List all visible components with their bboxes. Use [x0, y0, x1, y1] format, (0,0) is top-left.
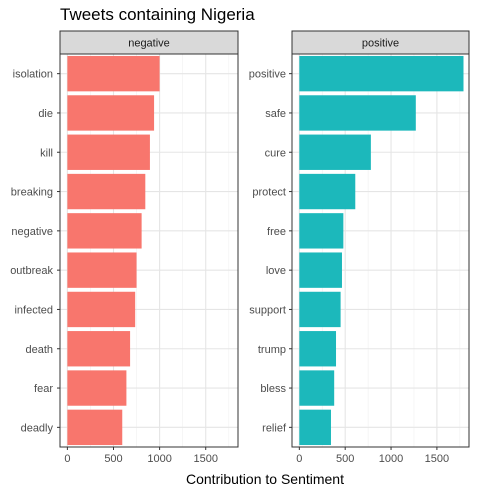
- bar-deadly: [67, 409, 123, 446]
- bar-death: [67, 331, 131, 367]
- facet-strip-label: negative: [128, 38, 170, 50]
- y-tick-label: isolation: [13, 69, 53, 81]
- y-tick-label: free: [267, 226, 286, 238]
- bar-bless: [299, 370, 335, 406]
- y-tick-label: positive: [249, 69, 286, 81]
- x-tick-label: 0: [296, 453, 302, 465]
- y-tick-label: safe: [265, 108, 286, 120]
- bar-fear: [67, 370, 127, 406]
- y-tick-label: breaking: [11, 187, 53, 199]
- y-tick-label: relief: [262, 422, 287, 434]
- facet-positive: positive positive safe cure protect free love s…: [249, 30, 470, 465]
- bar-positive: [299, 55, 464, 92]
- bar-safe: [299, 95, 416, 131]
- x-tick-label: 0: [64, 453, 70, 465]
- bar-breaking: [67, 173, 146, 210]
- bar-cure: [299, 134, 371, 170]
- x-tick-label: 1000: [379, 453, 403, 465]
- x-tick-label: 1500: [193, 453, 217, 465]
- bar-trump: [299, 331, 337, 367]
- facet-strip: [291, 30, 470, 55]
- x-tick-label: 500: [104, 453, 122, 465]
- y-tick-label: infected: [14, 304, 53, 316]
- y-tick-label: die: [38, 108, 53, 120]
- x-tick-label: 1500: [425, 453, 449, 465]
- y-tick-label: kill: [40, 147, 53, 159]
- y-tick-label: cure: [265, 147, 286, 159]
- facet-negative: negative isolation die kill breaking negative…: [10, 30, 239, 465]
- y-tick-label: outbreak: [10, 265, 53, 277]
- y-tick-label: trump: [258, 344, 286, 356]
- x-axis-title: Contribution to Sentiment: [186, 471, 344, 487]
- y-tick-label: protect: [252, 187, 286, 199]
- facet-panels: negative isolation die kill breaking negative…: [10, 30, 470, 465]
- bar-die: [67, 95, 155, 131]
- bar-protect: [299, 173, 356, 210]
- y-tick-label: deadly: [21, 422, 54, 434]
- x-tick-label: 500: [336, 453, 354, 465]
- bar-kill: [67, 134, 150, 170]
- bar-infected: [67, 291, 136, 328]
- bar-isolation: [67, 55, 160, 92]
- y-tick-label: love: [266, 265, 286, 277]
- bar-negative: [67, 213, 142, 249]
- chart-title: Tweets containing Nigeria: [60, 5, 255, 24]
- bar-love: [299, 252, 342, 288]
- y-tick-label: fear: [34, 383, 53, 395]
- x-tick-label: 1000: [147, 453, 171, 465]
- y-tick-label: negative: [11, 226, 53, 238]
- bar-free: [299, 213, 344, 249]
- bar-relief: [299, 409, 331, 446]
- y-tick-label: death: [25, 344, 53, 356]
- facet-strip: [59, 30, 239, 55]
- y-tick-label: bless: [260, 383, 286, 395]
- facet-strip-label: positive: [362, 38, 399, 50]
- y-tick-label: support: [249, 304, 286, 316]
- bar-support: [299, 291, 341, 328]
- bar-outbreak: [67, 252, 137, 288]
